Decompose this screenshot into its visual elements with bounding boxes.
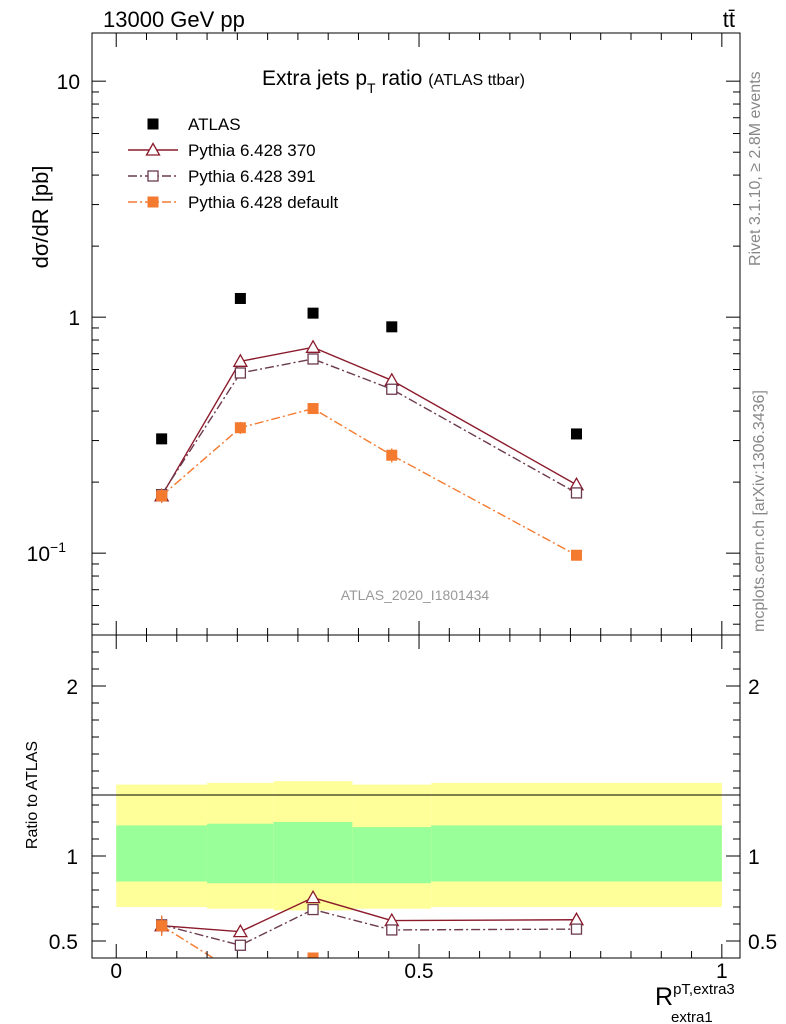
ratio-point xyxy=(307,952,319,958)
ratio-series-2 xyxy=(156,915,581,982)
legend-marker xyxy=(147,196,159,208)
data-point xyxy=(386,321,398,333)
process-label: tt̄ xyxy=(723,7,735,32)
ratio-line xyxy=(161,925,317,958)
legend-marker xyxy=(145,142,161,156)
ratio-point xyxy=(156,920,168,932)
series-line xyxy=(161,407,577,556)
data-point xyxy=(234,422,246,434)
mcplots-label: mcplots.cern.ch [arXiv:1306.3436] xyxy=(751,390,768,632)
data-point xyxy=(156,490,168,502)
ratio-y-label: Ratio to ATLAS xyxy=(24,741,41,849)
x-tick-label: 1 xyxy=(716,960,728,983)
y-tick-label-base: 10 xyxy=(27,543,50,566)
x-axis-label-sup: pT,extra3 xyxy=(673,981,735,998)
ratio-point xyxy=(386,924,398,936)
y-tick-label: 10 xyxy=(57,71,80,94)
x-axis-label-main: R xyxy=(655,983,673,1011)
data-point xyxy=(234,367,247,379)
rivet-label: Rivet 3.1.10, ≥ 2.8M events xyxy=(747,71,764,266)
data-point xyxy=(307,403,319,415)
y-tick-label-base: 10 xyxy=(57,71,80,94)
ratio-y-tick-label-right: 0.5 xyxy=(748,931,777,954)
data-point xyxy=(232,353,248,367)
plot-title-main: Extra jets p xyxy=(262,67,367,90)
data-point xyxy=(386,449,398,461)
ratio-point xyxy=(305,889,321,904)
series-1 xyxy=(154,339,585,502)
y-axis-label-text: dσ/dR [pb] xyxy=(28,166,53,269)
y-tick-label: 10−1 xyxy=(27,539,67,566)
y-tick-label: 1 xyxy=(68,307,80,330)
x-axis-label-sub: extra1 xyxy=(671,1009,713,1024)
data-point xyxy=(234,292,246,304)
data-point xyxy=(307,353,319,365)
ratio-point xyxy=(571,969,581,979)
legend-marker xyxy=(147,170,159,182)
data-point xyxy=(570,487,583,499)
y-tick-label-base: 1 xyxy=(68,307,80,330)
uncertainty-band-inner xyxy=(431,825,722,882)
plot-title-sub: T xyxy=(367,80,376,96)
ratio-plot-frame xyxy=(91,634,741,959)
ratio-y-tick-label-right: 2 xyxy=(748,676,760,699)
x-tick-label: 0 xyxy=(110,960,122,983)
ratio-y-tick-label-left: 2 xyxy=(66,676,78,699)
plot-title-note: (ATLAS ttbar) xyxy=(428,72,525,89)
ratio-line xyxy=(161,908,577,946)
energy-label: 13000 GeV pp xyxy=(103,7,245,32)
data-point xyxy=(386,383,398,395)
analysis-watermark: ATLAS_2020_I1801434 xyxy=(341,587,490,603)
ratio-plot: 0.5 0.5 1 1 2 2 0 0.5 1 Ratio to ATLAS RpT,extra… xyxy=(24,634,777,1024)
y-axis-label: dσ/dR [pb] xyxy=(28,166,53,269)
data-point xyxy=(156,433,168,445)
data-point xyxy=(305,339,321,353)
series-3 xyxy=(156,403,582,561)
legend: ATLAS Pythia 6.428 370 Pythia 6.428 391 Pyt… xyxy=(128,115,339,212)
ratio-point xyxy=(570,923,583,935)
ratio-y-tick-label-left: 1 xyxy=(66,846,78,869)
y-tick-label-exp: −1 xyxy=(50,539,66,555)
uncertainty-band-inner xyxy=(116,825,208,882)
ratio-point xyxy=(387,972,397,982)
legend-label: Pythia 6.428 370 xyxy=(188,141,316,160)
ratio-point xyxy=(235,970,245,980)
data-point xyxy=(570,549,582,561)
ratio-point xyxy=(307,903,319,916)
plot-title: Extra jets pT ratio (ATLAS ttbar) xyxy=(262,67,525,96)
ratio-point xyxy=(232,923,248,938)
ratio-point xyxy=(568,911,585,926)
ratio-point xyxy=(234,939,247,951)
data-point xyxy=(570,428,582,440)
ratio-series-1 xyxy=(155,903,583,951)
legend-label: Pythia 6.428 391 xyxy=(188,167,316,186)
uncertainty-band-inner xyxy=(207,823,274,884)
series-line xyxy=(161,346,577,497)
main-plot: ATLAS_2020_I1801434 Extra jets pT ratio (… xyxy=(27,32,741,636)
plot-title-after: ratio xyxy=(376,67,423,90)
uncertainty-band-inner xyxy=(352,827,432,884)
series-0 xyxy=(156,292,582,445)
x-axis-label: RpT,extra3 extra1 xyxy=(655,981,735,1024)
ratio-y-tick-label-right: 1 xyxy=(748,846,760,869)
uncertainty-band-inner xyxy=(273,822,353,884)
x-tick-label: 0.5 xyxy=(404,960,433,983)
legend-label: ATLAS xyxy=(188,115,241,134)
data-point xyxy=(307,307,319,319)
series-2 xyxy=(155,353,583,501)
legend-label: Pythia 6.428 default xyxy=(188,193,339,212)
series-line xyxy=(161,358,577,496)
ratio-y-tick-label-left: 0.5 xyxy=(49,931,78,954)
legend-marker xyxy=(147,118,159,130)
